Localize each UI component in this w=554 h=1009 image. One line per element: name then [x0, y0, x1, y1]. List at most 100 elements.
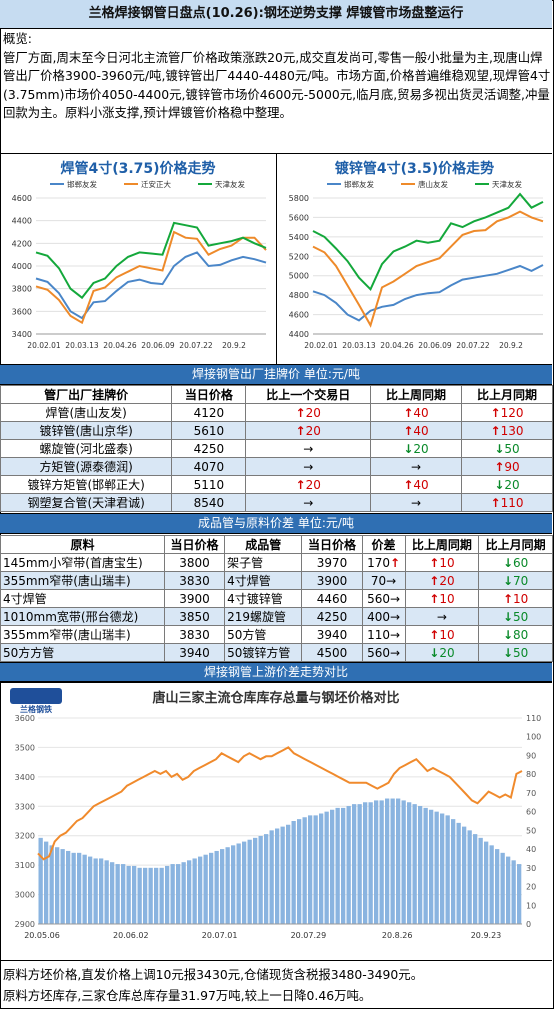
inventory-bar [132, 865, 137, 924]
change-value: 80 [513, 627, 529, 642]
arrow-up-icon: ↑ [403, 477, 414, 492]
x-tick-label: 20.02.01 [27, 341, 61, 350]
y-tick-label: 4400 [12, 217, 32, 226]
change-cell: ↓50 [478, 607, 553, 626]
change-cell: ↓20 [404, 643, 480, 662]
y-tick-label: 4600 [289, 311, 309, 320]
series-line [35, 230, 267, 325]
arrow-up-icon: ↑ [490, 423, 501, 438]
column-header: 当日价格 [301, 535, 363, 554]
x-tick-label: 20.06.09 [141, 341, 175, 350]
inventory-bar [357, 804, 362, 924]
inventory-bar [297, 819, 302, 924]
x-tick-label: 20.07.22 [456, 341, 490, 350]
arrow-up-icon: ↑ [403, 423, 414, 438]
column-header: 比上周同期 [404, 535, 480, 554]
product-price-cell: 3970 [301, 553, 363, 572]
table-row: 355mm窄带(唐山瑞丰) 3830 50方管 3940 110→ ↑10 ↓80 [0, 625, 553, 644]
legend-label: 天津友发 [492, 179, 522, 189]
column-header: 当日价格 [163, 535, 226, 554]
change-cell: → [370, 493, 462, 512]
inventory-bar [451, 819, 456, 924]
x-tick-label: 20.8.26 [382, 931, 413, 940]
billet-price-line [37, 746, 523, 861]
y-tick-label: 4000 [12, 262, 32, 271]
product-name-cell: 钢塑复合管(天津君诚) [0, 493, 173, 512]
spread-value: 560 [367, 645, 390, 660]
galvanized-pipe-chart-panel: 镀锌管4寸(3.5)价格走势 4400 4600 4800 5000 5200 5400 5… [277, 153, 552, 364]
y-right-tick-label: 50 [526, 826, 536, 835]
inventory-bar [462, 826, 467, 924]
spread-cell: 560→ [361, 643, 406, 662]
arrow-up-icon: ↑ [490, 405, 501, 420]
change-cell: ↓20 [370, 439, 462, 458]
spread-value: 400 [367, 609, 390, 624]
y-left-tick-label: 2900 [15, 920, 35, 929]
change-cell: ↑20 [245, 475, 371, 494]
inventory-bar [99, 858, 104, 924]
factory-price-table: 管厂出厂挂牌价 当日价格 比上一个交易日 比上周同期 比上月同期 焊管(唐山友发) 412… [0, 385, 554, 512]
inventory-bar [143, 867, 148, 924]
x-tick-label: 20.03.13 [342, 341, 376, 350]
y-left-tick-label: 3200 [15, 832, 35, 841]
y-tick-label: 5400 [289, 233, 309, 242]
overview-label: 概览: [3, 31, 32, 46]
change-value: 10 [513, 591, 529, 606]
inventory-chart: 兰格钢铁 唐山三家主流仓库库存总量与钢坯价格对比 2900 3000 3100 3200 3… [10, 688, 541, 940]
change-value: 20 [504, 477, 520, 492]
arrow-right-icon: → [303, 441, 314, 456]
x-tick-label: 20.07.01 [202, 931, 238, 940]
inventory-bar [187, 860, 192, 924]
logo-mark [10, 688, 62, 704]
logo-text: 兰格钢铁 [20, 704, 52, 714]
arrow-right-icon: → [410, 459, 422, 474]
y-right-tick-label: 0 [526, 920, 531, 929]
change-cell: ↓80 [478, 625, 553, 644]
inventory-bar [110, 862, 115, 924]
y-right-tick-label: 40 [526, 845, 536, 854]
inventory-bar [396, 798, 401, 924]
arrow-up-icon: ↑ [490, 495, 501, 510]
inventory-bar [308, 815, 313, 924]
table-row: 50方方管 3940 50镀锌方管 4500 560→ ↓20 ↓50 [0, 643, 553, 662]
change-cell: ↓20 [460, 475, 554, 494]
y-right-tick-label: 20 [526, 883, 536, 892]
table-row: 钢塑复合管(天津君诚) 8540 → → ↑110 [0, 493, 554, 512]
change-value: 20 [439, 573, 455, 588]
inventory-bar [390, 798, 395, 924]
arrow-right-icon: → [303, 495, 314, 510]
arrow-down-icon: ↓ [502, 555, 514, 570]
legend-label: 唐山友发 [418, 179, 448, 189]
arrow-down-icon: ↓ [494, 441, 505, 456]
y-left-tick-label: 3000 [15, 891, 35, 900]
table-row: 镀锌管(唐山京华) 5610 ↑20 ↑40 ↑130 [0, 421, 554, 440]
arrow-up-icon: ↑ [429, 573, 440, 588]
inventory-bar [236, 843, 241, 924]
inventory-bar [313, 815, 318, 924]
change-value: 50 [504, 441, 520, 456]
y-right-tick-label: 80 [526, 770, 536, 779]
inventory-bar [148, 867, 153, 924]
inventory-bar [440, 813, 445, 924]
change-value: 60 [513, 555, 529, 570]
change-cell: → [370, 457, 462, 476]
column-header: 成品管 [224, 535, 303, 554]
change-value: 20 [413, 441, 429, 456]
series-line [312, 192, 544, 292]
y-right-tick-label: 100 [526, 733, 541, 742]
y-tick-label: 4800 [289, 291, 309, 300]
x-tick-label: 20.04.26 [103, 341, 137, 350]
change-cell: → [404, 607, 480, 626]
series-line [35, 251, 267, 320]
change-cell: → [245, 493, 371, 512]
inventory-bar [489, 845, 494, 924]
inventory-bar [82, 854, 87, 924]
arrow-up-icon: ↑ [295, 423, 306, 438]
raw-material-cell: 355mm窄带(唐山瑞丰) [0, 571, 165, 590]
change-cell: ↑40 [370, 475, 462, 494]
change-cell: ↑10 [404, 553, 480, 572]
arrow-right-icon: → [389, 627, 401, 642]
y-tick-label: 3600 [12, 307, 32, 316]
inventory-bar [209, 852, 214, 924]
arrow-up-icon: ↑ [502, 591, 514, 606]
